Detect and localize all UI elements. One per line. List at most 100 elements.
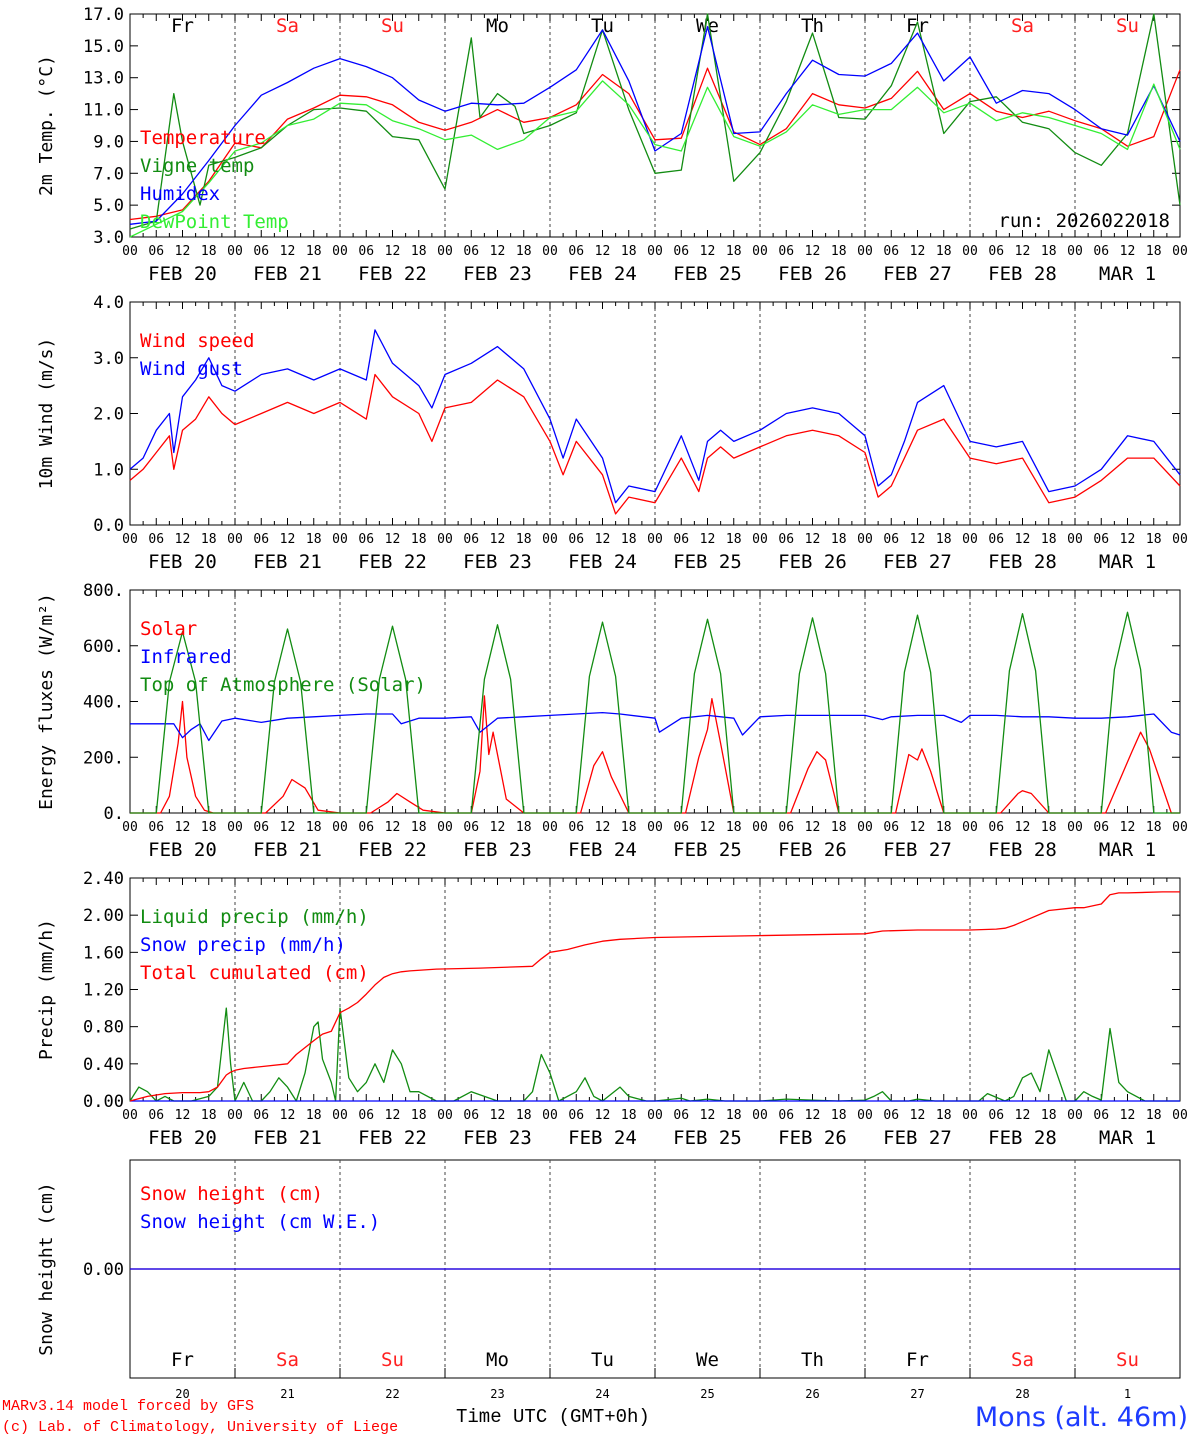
x-hour-label: 12 <box>910 1108 926 1123</box>
x-hour-label: 12 <box>910 244 926 259</box>
series-humidex <box>129 26 1181 225</box>
x-hour-label: 06 <box>148 1108 164 1123</box>
x-hour-label: 18 <box>1041 1108 1057 1123</box>
x-hour-label: 18 <box>1041 820 1057 835</box>
x-hour-label: 18 <box>1041 532 1057 547</box>
x-hour-label: 18 <box>306 820 322 835</box>
day-of-week-label: Th <box>801 1349 824 1371</box>
series-wind-gust <box>129 329 1181 504</box>
y-tick-label: 1.60 <box>83 943 124 963</box>
x-hour-label: 18 <box>936 532 952 547</box>
x-hour-label: 12 <box>1120 820 1136 835</box>
x-hour-label: 00 <box>122 1108 138 1123</box>
x-hour-label: 00 <box>332 820 348 835</box>
x-hour-label: 06 <box>883 820 899 835</box>
y-axis-title: 2m Temp. (°C) <box>36 55 57 196</box>
x-date-label: FEB 23 <box>463 1127 532 1149</box>
y-tick-label: 17.0 <box>83 5 124 25</box>
x-hour-label: 18 <box>411 1108 427 1123</box>
y-axis-title: 10m Wind (m/s) <box>36 338 57 490</box>
legend-entry: Snow height (cm W.E.) <box>140 1211 380 1233</box>
x-hour-label: 06 <box>253 1108 269 1123</box>
x-hour-label: 12 <box>385 820 401 835</box>
x-hour-label: 18 <box>936 1108 952 1123</box>
day-of-week-label: Sa <box>1011 1349 1034 1371</box>
x-hour-label: 12 <box>700 532 716 547</box>
x-hour-label: 18 <box>201 820 217 835</box>
x-day-number: 21 <box>280 1387 294 1401</box>
x-hour-label: 12 <box>1015 820 1031 835</box>
y-tick-label: 9.0 <box>93 132 124 152</box>
x-hour-label: 00 <box>647 244 663 259</box>
day-of-week-label: We <box>696 15 719 37</box>
x-hour-label: 00 <box>1067 532 1083 547</box>
x-date-label: FEB 21 <box>253 839 322 861</box>
legend-entry: Wind gust <box>140 358 243 380</box>
x-day-number: 28 <box>1015 1387 1029 1401</box>
x-day-number: 25 <box>700 1387 714 1401</box>
y-tick-label: 4.0 <box>93 293 124 313</box>
legend-entry: DewPoint Temp <box>140 211 289 233</box>
day-of-week-label: Tu <box>591 15 614 37</box>
x-hour-label: 18 <box>1146 820 1162 835</box>
x-hour-label: 06 <box>1093 532 1109 547</box>
x-hour-label: 00 <box>962 532 978 547</box>
legend-entry: Temperature <box>140 127 266 149</box>
legend-entry: Wind speed <box>140 330 254 352</box>
x-hour-label: 12 <box>385 244 401 259</box>
x-date-label: FEB 20 <box>148 263 217 285</box>
x-hour-label: 18 <box>1041 244 1057 259</box>
y-tick-label: 1.20 <box>83 981 124 1001</box>
x-hour-label: 06 <box>1093 820 1109 835</box>
x-hour-label: 12 <box>490 820 506 835</box>
x-day-number: 1 <box>1124 1387 1131 1401</box>
x-date-label: FEB 25 <box>673 263 742 285</box>
x-hour-label: 12 <box>490 244 506 259</box>
x-date-label: FEB 26 <box>778 839 847 861</box>
panel-2: 0.0 1.0 2.0 3.0 4.0 00 06 12 18 00 06 12 18 00 06 12 18 0… <box>36 293 1188 573</box>
x-hour-label: 06 <box>358 820 374 835</box>
x-hour-label: 06 <box>988 1108 1004 1123</box>
x-hour-label: 06 <box>883 532 899 547</box>
day-of-week-label: Sa <box>276 1349 299 1371</box>
panel-5: 0.00 20 21 22 23 24 25 26 27 28 1 Fr Sa Su Mo Tu We Th Fr S… <box>36 1159 1181 1401</box>
series-infrared <box>130 711 1181 742</box>
run-annotation: run: 2026022018 <box>998 210 1170 232</box>
legend-entry: Snow precip (mm/h) <box>140 934 346 956</box>
y-tick-label: 5.0 <box>93 196 124 216</box>
x-hour-label: 12 <box>280 532 296 547</box>
x-date-label: FEB 24 <box>568 1127 637 1149</box>
x-hour-label: 06 <box>1093 1108 1109 1123</box>
x-hour-label: 06 <box>463 1108 479 1123</box>
x-hour-label: 12 <box>700 244 716 259</box>
y-tick-label: 0.40 <box>83 1055 124 1075</box>
x-hour-label: 06 <box>568 1108 584 1123</box>
y-tick-label: 1.0 <box>93 460 124 480</box>
panel-3: 0. 200. 400. 600. 800. 00 06 12 18 00 06 12 18 00 06 12… <box>36 581 1188 861</box>
legend-entry: Vigne temp <box>140 155 254 177</box>
x-hour-label: 12 <box>805 532 821 547</box>
day-of-week-label: Th <box>801 15 824 37</box>
day-of-week-label: Su <box>1116 15 1139 37</box>
x-date-label: MAR 1 <box>1099 551 1156 573</box>
x-hour-label: 00 <box>1067 1108 1083 1123</box>
x-hour-label: 12 <box>1120 244 1136 259</box>
x-date-label: FEB 21 <box>253 551 322 573</box>
x-hour-label: 18 <box>306 532 322 547</box>
x-hour-label: 18 <box>831 532 847 547</box>
x-date-label: FEB 25 <box>673 551 742 573</box>
lab-credit: (c) Lab. of Climatology, University of L… <box>2 1419 399 1436</box>
y-tick-label: 3.0 <box>93 349 124 369</box>
x-hour-label: 00 <box>332 244 348 259</box>
x-hour-label: 18 <box>306 1108 322 1123</box>
x-hour-label: 18 <box>201 1108 217 1123</box>
x-date-label: FEB 20 <box>148 839 217 861</box>
x-date-label: FEB 26 <box>778 263 847 285</box>
x-hour-label: 00 <box>227 1108 243 1123</box>
x-date-label: FEB 22 <box>358 1127 427 1149</box>
x-hour-label: 06 <box>463 820 479 835</box>
x-date-label: FEB 27 <box>883 263 952 285</box>
x-hour-label: 00 <box>542 244 558 259</box>
x-hour-label: 00 <box>857 244 873 259</box>
x-hour-label: 06 <box>253 532 269 547</box>
